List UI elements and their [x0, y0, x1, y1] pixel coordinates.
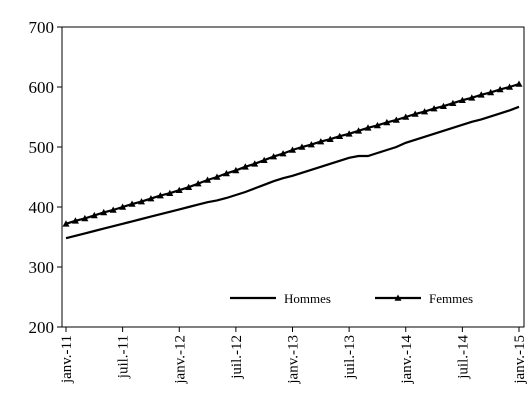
x-tick-label: janv.-13: [286, 335, 302, 385]
marker: [355, 127, 363, 134]
marker: [138, 198, 145, 205]
marker: [270, 153, 278, 160]
marker: [496, 85, 504, 93]
marker: [147, 195, 155, 202]
marker: [336, 132, 344, 139]
marker: [440, 102, 447, 109]
marker: [364, 124, 372, 131]
y-tick-label: 600: [29, 78, 55, 97]
x-tick-label: juil.-13: [342, 335, 358, 380]
marker: [458, 96, 466, 103]
marker: [326, 135, 334, 142]
marker: [468, 94, 476, 101]
y-tick-label: 300: [29, 258, 55, 277]
marker: [279, 150, 287, 157]
y-tick-label: 700: [29, 18, 55, 37]
x-tick-label: janv.-14: [399, 335, 415, 385]
marker: [345, 130, 353, 137]
y-tick-label: 400: [29, 198, 55, 217]
marker: [449, 99, 457, 106]
marker: [307, 141, 315, 148]
x-tick-label: juil.-14: [455, 335, 471, 380]
marker: [298, 143, 306, 150]
marker: [213, 173, 221, 180]
marker: [109, 206, 117, 213]
marker: [373, 121, 381, 129]
marker: [166, 189, 174, 196]
marker: [119, 203, 127, 210]
marker: [289, 146, 296, 153]
marker: [81, 214, 89, 222]
marker: [515, 80, 523, 87]
marker: [430, 105, 438, 112]
marker: [383, 118, 391, 126]
marker: [62, 220, 70, 227]
marker: [156, 192, 164, 199]
marker: [402, 113, 410, 120]
marker: [241, 163, 249, 170]
marker: [477, 91, 485, 98]
marker: [128, 200, 136, 207]
x-tick-label: janv.-15: [512, 335, 528, 385]
plot-area: [61, 26, 525, 328]
legend-label: Femmes: [429, 291, 473, 306]
marker: [232, 166, 240, 174]
y-tick-label: 200: [29, 318, 55, 337]
marker: [251, 160, 259, 167]
marker: [421, 108, 429, 115]
marker: [204, 176, 212, 183]
marker: [90, 211, 98, 219]
legend-marker: [394, 294, 402, 301]
x-tick-label: janv.-11: [59, 335, 75, 384]
marker: [222, 169, 230, 177]
marker: [411, 110, 419, 117]
y-tick-label: 500: [29, 138, 55, 157]
marker: [194, 180, 202, 187]
x-tick-label: janv.-12: [172, 335, 188, 385]
series-line: [65, 105, 520, 240]
marker: [487, 88, 495, 96]
marker: [175, 186, 183, 193]
marker: [100, 208, 108, 216]
marker: [260, 156, 268, 163]
legend-label: Hommes: [284, 291, 331, 306]
marker: [185, 183, 193, 190]
marker: [392, 116, 400, 123]
x-tick-label: juil.-12: [229, 335, 245, 380]
x-tick-label: juil.-11: [116, 335, 132, 379]
marker: [506, 83, 514, 90]
marker: [71, 217, 79, 224]
marker: [317, 138, 325, 145]
